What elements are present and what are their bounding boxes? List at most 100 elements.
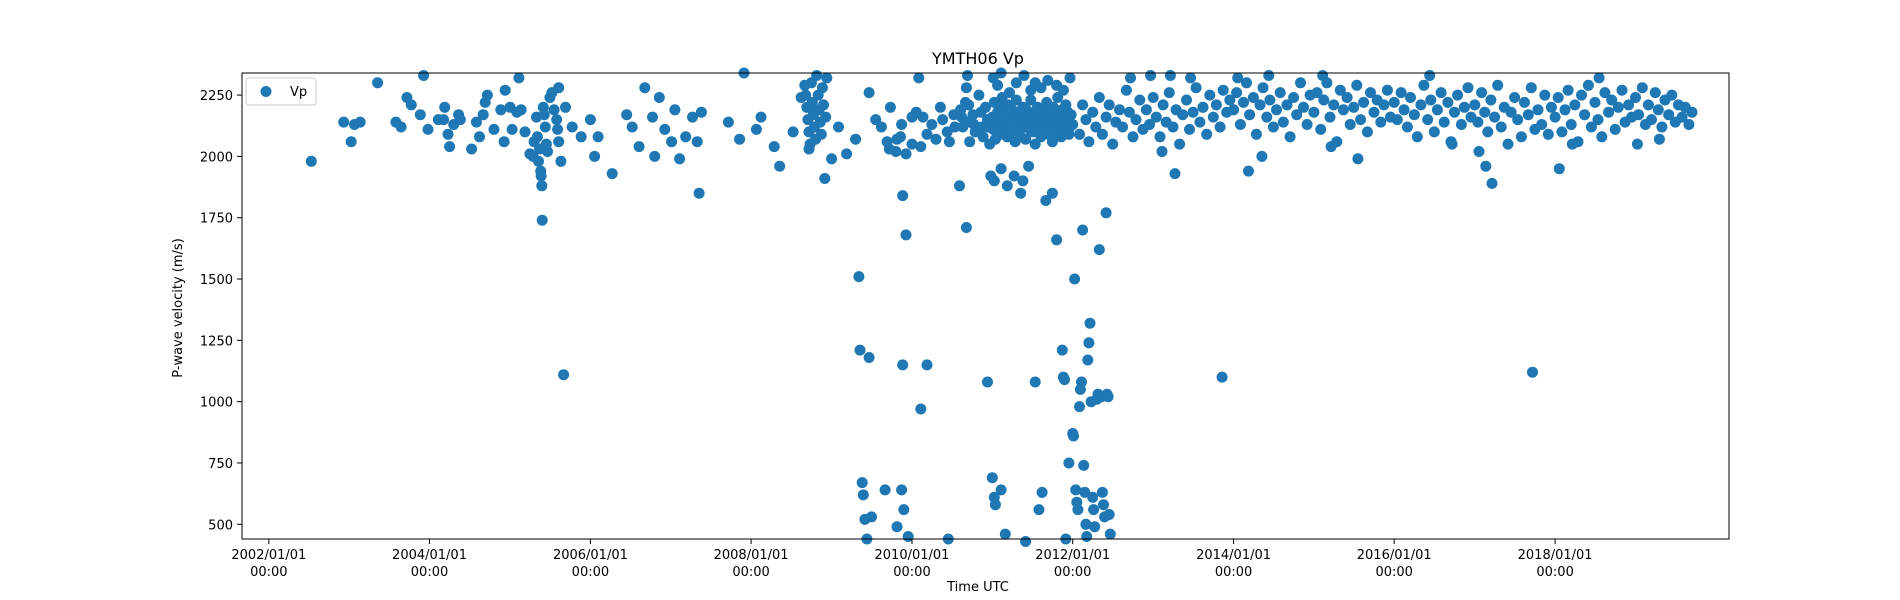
data-point: [1352, 153, 1364, 165]
data-point: [1068, 430, 1079, 442]
data-point: [934, 101, 946, 113]
data-point: [338, 116, 350, 128]
data-point: [535, 170, 547, 182]
data-point: [1334, 84, 1346, 96]
data-point: [1100, 207, 1112, 219]
data-point: [1217, 84, 1229, 96]
data-point: [1130, 114, 1142, 126]
data-point: [687, 111, 698, 123]
data-point: [875, 121, 887, 133]
data-point: [1295, 77, 1306, 89]
data-point: [1569, 99, 1581, 111]
data-point: [1077, 224, 1089, 236]
data-point: [1157, 99, 1169, 111]
data-point: [1035, 82, 1047, 94]
data-point: [1522, 109, 1534, 121]
data-point: [1592, 114, 1604, 126]
data-point: [536, 214, 548, 226]
data-point: [1683, 119, 1695, 130]
data-point: [1623, 99, 1635, 111]
data-point: [1603, 106, 1615, 118]
data-point: [937, 114, 949, 126]
y-tick-label: 2250: [200, 89, 233, 104]
data-point: [1184, 123, 1195, 135]
data-point: [669, 104, 681, 116]
data-point: [900, 229, 912, 241]
data-point: [1388, 96, 1400, 108]
data-point: [1408, 109, 1420, 121]
data-point: [1008, 170, 1020, 182]
data-point: [1154, 131, 1166, 143]
data-point: [1069, 273, 1081, 285]
data-point: [1098, 499, 1109, 511]
x-axis-ticks: 2002/01/01 00:00 2004/01/01 00:00 2006/01/01…: [231, 539, 1593, 580]
data-point: [1556, 126, 1568, 138]
data-point: [811, 70, 823, 81]
data-point: [1565, 119, 1577, 130]
x-tick-label-time: 00:00: [732, 565, 769, 580]
data-point: [1576, 89, 1587, 101]
data-point: [1197, 101, 1209, 113]
data-point: [438, 114, 450, 126]
data-point: [1469, 99, 1481, 111]
y-axis-label: P-wave velocity (m/s): [171, 238, 186, 378]
data-point: [1473, 146, 1485, 157]
data-point: [1281, 99, 1293, 111]
data-point: [833, 121, 844, 133]
data-point: [1552, 92, 1564, 103]
data-point: [1472, 116, 1484, 128]
x-axis-label: Time UTC: [946, 580, 1009, 595]
data-point: [1446, 138, 1458, 150]
data-point: [405, 99, 417, 111]
data-point: [989, 499, 1001, 511]
data-point: [1415, 99, 1427, 111]
data-point: [674, 153, 686, 165]
data-point: [1589, 96, 1601, 108]
data-point: [816, 82, 828, 94]
data-point: [1271, 104, 1282, 116]
data-point: [305, 155, 317, 167]
y-tick-label: 2000: [200, 150, 233, 165]
data-point: [606, 168, 618, 180]
data-point: [895, 131, 906, 143]
data-point: [1079, 486, 1091, 498]
data-point: [1214, 121, 1226, 133]
data-point: [1308, 106, 1320, 118]
data-point: [1455, 119, 1467, 130]
data-point: [1435, 87, 1447, 99]
data-point: [898, 504, 910, 516]
data-point: [774, 160, 786, 172]
data-point: [1532, 104, 1544, 116]
data-point: [1365, 87, 1376, 99]
data-point: [418, 70, 430, 81]
data-point: [1381, 84, 1393, 96]
data-point: [1107, 138, 1119, 150]
data-point: [900, 148, 912, 160]
data-point: [854, 344, 866, 356]
data-point: [1147, 92, 1159, 103]
data-point: [1017, 175, 1029, 187]
data-point: [1070, 484, 1082, 496]
data-point: [1612, 101, 1624, 113]
data-point: [1636, 82, 1648, 94]
data-point: [1036, 486, 1048, 498]
data-point: [1023, 160, 1035, 172]
data-point: [1631, 138, 1643, 150]
data-point: [853, 271, 865, 283]
data-point: [1418, 79, 1430, 91]
data-point: [1582, 79, 1594, 91]
data-point: [1361, 126, 1373, 138]
data-point: [639, 82, 651, 94]
data-point: [884, 101, 896, 113]
data-point: [1125, 72, 1136, 84]
data-point: [1102, 391, 1114, 403]
data-point: [1156, 146, 1168, 157]
data-point: [477, 109, 489, 121]
data-point: [515, 104, 527, 116]
data-point: [498, 136, 510, 148]
data-point: [1077, 99, 1089, 111]
data-point: [1057, 84, 1069, 96]
data-point: [1018, 70, 1030, 81]
data-point: [1250, 128, 1262, 140]
data-point: [1301, 119, 1313, 130]
